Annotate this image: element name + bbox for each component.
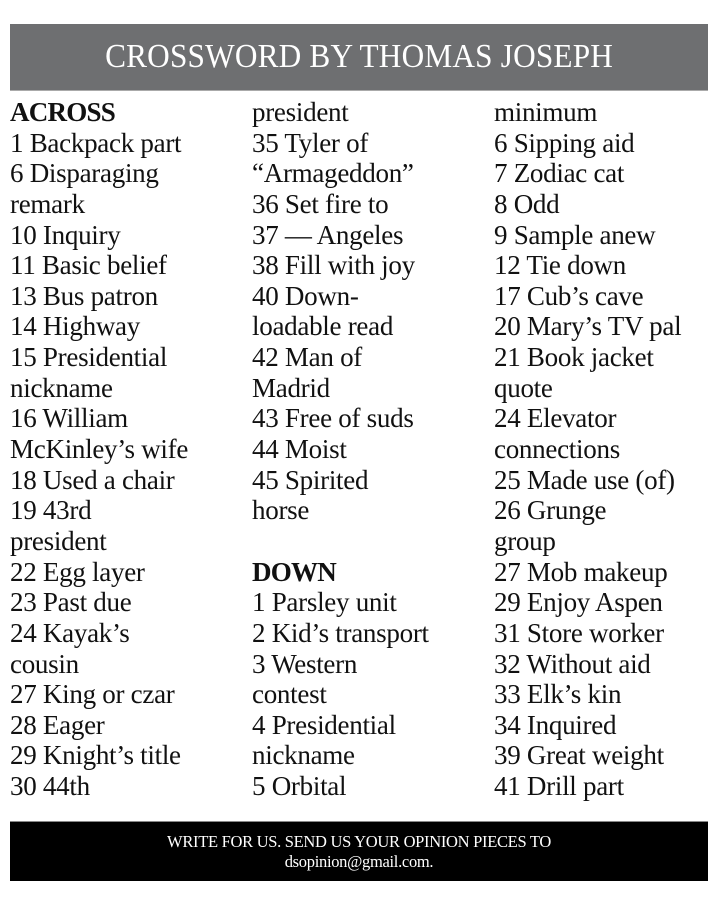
clue-line: 12 Tie down (494, 249, 627, 281)
clue-line: 29 Knight’s title (10, 739, 181, 771)
clue-line: minimum (494, 96, 598, 127)
clue-line: Madrid (252, 371, 330, 403)
clue-line: 5 Orbital (252, 770, 347, 802)
clue-line: 4 Presidential (252, 708, 396, 740)
spacer (252, 526, 488, 557)
clue-line: 23 Past due (10, 586, 132, 618)
clue-line: 1 Parsley unit (252, 586, 397, 618)
clue-line: 6 Sipping aid (494, 126, 635, 158)
clue-line: 6 Disparaging (10, 157, 159, 189)
clue-line: 34 Inquired (494, 708, 617, 740)
clue-line: 3 Western (252, 647, 358, 679)
section-heading: DOWN (252, 555, 337, 587)
clue-line: 28 Eager (10, 708, 105, 740)
clue-line: 2 Kid’s transport (252, 616, 429, 648)
clue-line: nickname (10, 371, 113, 403)
clue-line: 9 Sample anew (494, 218, 656, 250)
clue-line: contest (252, 678, 327, 710)
clue-column-2: president 35 Tyler of “Armageddon” 36 Set f… (252, 96, 492, 802)
clue-line: 16 William (10, 402, 128, 434)
clue-line: 24 Elevator (494, 402, 617, 434)
clue-line: nickname (252, 739, 355, 771)
clue-line: horse (252, 494, 310, 526)
page-title: CROSSWORD BY THOMAS JOSEPH (105, 38, 613, 75)
clue-line: 39 Great weight (494, 739, 664, 771)
clue-line: 17 Cub’s cave (494, 279, 644, 311)
clue-line: 11 Basic belief (10, 249, 167, 281)
clue-line: president (252, 96, 349, 127)
clue-line: 35 Tyler of (252, 126, 369, 158)
clue-line: 1 Backpack part (10, 126, 182, 158)
clue-line: 25 Made use (of) (494, 463, 675, 495)
crossword-header: CROSSWORD BY THOMAS JOSEPH (10, 24, 708, 91)
section-heading: ACROSS (10, 96, 116, 127)
clue-line: quote (494, 371, 553, 403)
clue-line: 18 Used a chair (10, 463, 175, 495)
clue-line: 41 Drill part (494, 770, 624, 802)
clue-line: 20 Mary’s TV pal (494, 310, 682, 342)
clue-line: 36 Set fire to (252, 187, 389, 219)
clue-line: 40 Down- (252, 279, 359, 311)
clue-line: 45 Spirited (252, 463, 369, 495)
clue-line: 32 Without aid (494, 647, 651, 679)
clue-line: loadable read (252, 310, 394, 342)
clue-line: president (10, 524, 107, 556)
clue-line: 8 Odd (494, 187, 560, 219)
clue-line: 26 Grunge (494, 494, 607, 526)
clue-line: 38 Fill with joy (252, 249, 415, 281)
clue-line: 15 Presidential (10, 341, 168, 373)
clue-line: 27 Mob makeup (494, 555, 668, 587)
clue-line: 7 Zodiac cat (494, 157, 625, 189)
clue-column-3: minimum 6 Sipping aid 7 Zodiac cat 8 Odd 9 S… (494, 96, 718, 802)
clue-line: 13 Bus patron (10, 279, 158, 311)
clue-line: cousin (10, 647, 79, 679)
footer-email-link[interactable]: dsopinion@gmail.com. (284, 851, 434, 871)
clue-line: 22 Egg layer (10, 555, 145, 587)
clue-line: 27 King or czar (10, 678, 175, 710)
clue-line: 30 44th (10, 770, 90, 802)
clue-line: 24 Kayak’s (10, 616, 130, 648)
clue-line: 44 Moist (252, 433, 347, 465)
clue-line: 10 Inquiry (10, 218, 121, 250)
clue-line: group (494, 524, 556, 556)
clue-line: 14 Highway (10, 310, 140, 342)
clue-line: 19 43rd (10, 494, 92, 526)
clue-line: connections (494, 433, 620, 465)
clue-column-1: ACROSS 1 Backpack part 6 Disparaging remark… (10, 96, 250, 802)
clue-line: 33 Elk’s kin (494, 678, 622, 710)
clue-line: 37 — Angeles (252, 218, 404, 250)
clue-line: 29 Enjoy Aspen (494, 586, 663, 618)
footer-banner: WRITE FOR US. SEND US YOUR OPINION PIECE… (10, 821, 708, 881)
clue-line: 31 Store worker (494, 616, 664, 648)
clue-line: 42 Man of (252, 341, 363, 373)
clue-line: McKinley’s wife (10, 433, 189, 465)
clue-line: “Armageddon” (252, 157, 414, 189)
clue-line: 21 Book jacket (494, 341, 654, 373)
clue-line: 43 Free of suds (252, 402, 414, 434)
clue-line: remark (10, 187, 85, 219)
footer-text: WRITE FOR US. SEND US YOUR OPINION PIECE… (167, 831, 551, 851)
